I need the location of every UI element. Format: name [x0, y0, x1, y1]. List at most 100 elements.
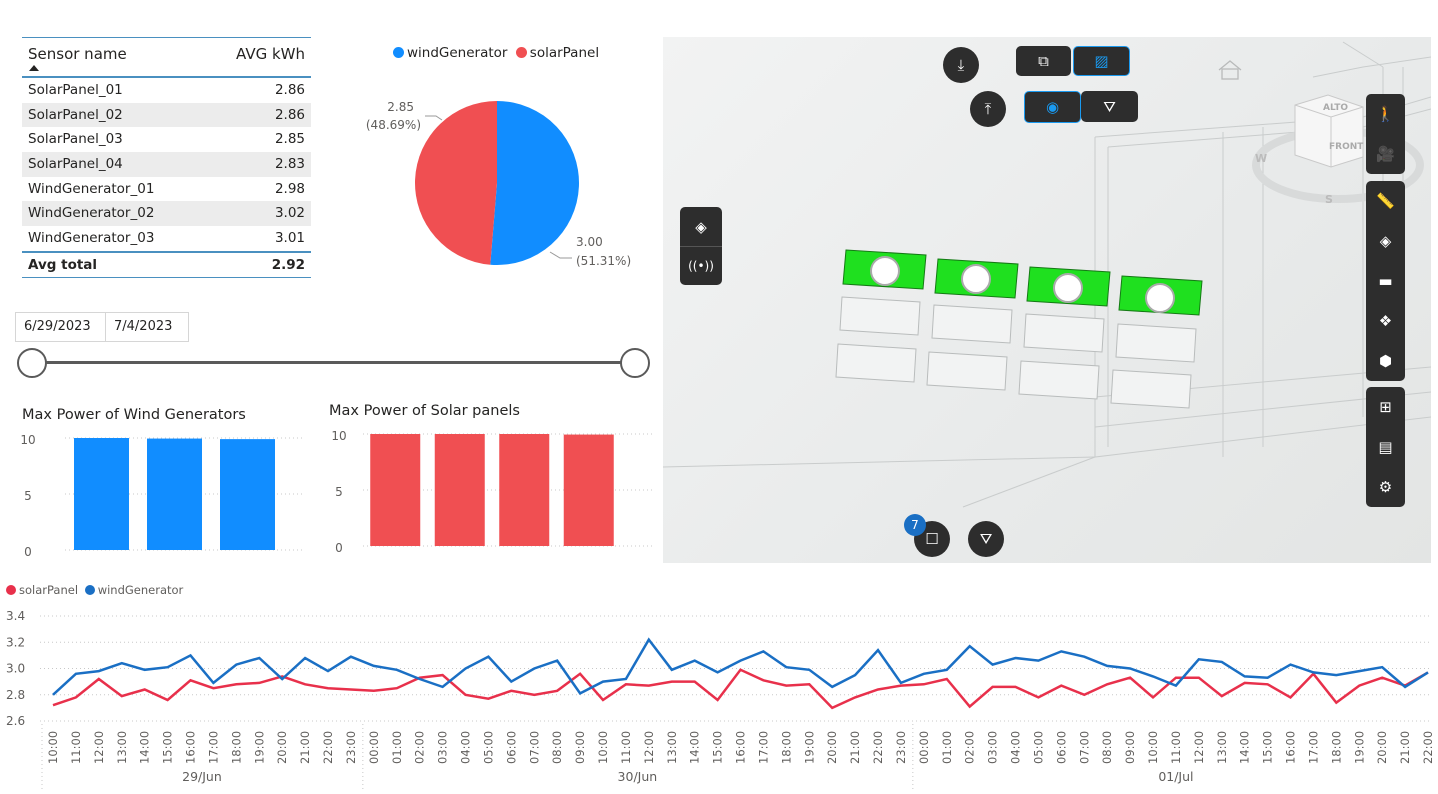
- properties-button[interactable]: ▤: [1366, 427, 1405, 467]
- legend-dot-wind-icon: [393, 47, 404, 58]
- layers-button[interactable]: ◈: [680, 208, 722, 247]
- line-x-tick: 16:00: [1284, 731, 1298, 764]
- line-x-tick: 08:00: [1100, 731, 1114, 764]
- sensor-name-cell: WindGenerator_02: [28, 205, 155, 222]
- solar-bar-3[interactable]: [499, 434, 550, 546]
- solar-bar-2[interactable]: [434, 434, 485, 546]
- solar-panel-1[interactable]: [842, 249, 927, 290]
- folder-button[interactable]: ▬: [1366, 261, 1405, 301]
- sort-ascending-icon[interactable]: [29, 65, 39, 71]
- svg-text:FRONT: FRONT: [1329, 142, 1364, 152]
- total-value: 2.92: [271, 256, 305, 273]
- line-x-tick: 07:00: [527, 731, 541, 764]
- series-line-wind-generator[interactable]: [52, 637, 1429, 696]
- legend-solar-dot-icon: [6, 585, 16, 595]
- camera-button[interactable]: 🎥: [1366, 134, 1405, 174]
- walk-mode-button[interactable]: 🚶: [1366, 94, 1405, 134]
- line-x-tick: 14:00: [1238, 731, 1252, 764]
- column-header-avg-kwh[interactable]: AVG kWh: [236, 45, 305, 63]
- line-x-tick: 04:00: [459, 731, 473, 764]
- molecule-icon: ❖: [1378, 312, 1393, 330]
- solar-bar-chart: 10 5 0: [331, 429, 653, 555]
- table-row[interactable]: WindGenerator_03 3.01: [22, 226, 311, 251]
- table-row[interactable]: SolarPanel_01 2.86: [22, 78, 311, 103]
- column-header-sensor-name[interactable]: Sensor name: [28, 45, 127, 63]
- svg-text:ALTO: ALTO: [1323, 103, 1348, 113]
- person-icon: 🚶: [1376, 105, 1395, 123]
- 3d-scene[interactable]: ALTO FRONT W S: [663, 37, 1431, 563]
- solar-panel-array[interactable]: [835, 249, 1203, 409]
- sensor-table: Sensor name AVG kWh SolarPanel_01 2.86 Sol…: [22, 37, 311, 278]
- line-x-tick: 01:00: [940, 731, 954, 764]
- pie-leader-solar: [425, 115, 443, 121]
- home-view-icon[interactable]: [1218, 60, 1242, 80]
- view-cube[interactable]: ALTO FRONT W S: [1252, 94, 1424, 206]
- end-date-input[interactable]: 7/4/2023: [105, 312, 189, 342]
- isolate-button[interactable]: ◉: [1024, 91, 1081, 123]
- date-slider-end-handle[interactable]: [620, 348, 650, 378]
- line-x-tick: 22:00: [871, 731, 885, 764]
- date-slider-track[interactable]: [32, 361, 634, 364]
- line-x-tick: 20:00: [825, 731, 839, 764]
- date-slider-start-handle[interactable]: [17, 348, 47, 378]
- line-x-tick: 11:00: [1169, 731, 1183, 764]
- sensors-button[interactable]: ((•)): [688, 247, 714, 285]
- hierarchy-button[interactable]: ⊞: [1366, 387, 1405, 427]
- svg-text:W: W: [1255, 152, 1267, 165]
- table-row[interactable]: SolarPanel_03 2.85: [22, 127, 311, 152]
- table-row[interactable]: SolarPanel_02 2.86: [22, 102, 311, 128]
- line-x-tick: 06:00: [504, 731, 518, 764]
- start-date-input[interactable]: 6/29/2023: [15, 312, 115, 342]
- table-row[interactable]: WindGenerator_02 3.02: [22, 201, 311, 227]
- collapse-down-button[interactable]: ⤓: [943, 47, 979, 83]
- wind-bar-2[interactable]: [147, 438, 202, 550]
- layers-panel-button[interactable]: ◈: [1366, 221, 1405, 261]
- sensor-name-cell: SolarPanel_03: [28, 131, 123, 148]
- sensor-name-cell: SolarPanel_02: [28, 106, 123, 123]
- filter-button[interactable]: ⛛: [1081, 91, 1138, 122]
- line-x-tick: 09:00: [573, 731, 587, 764]
- clear-filter-button[interactable]: ⛛: [968, 521, 1004, 557]
- line-x-tick: 10:00: [1146, 731, 1160, 764]
- table-total-row: Avg total 2.92: [22, 250, 311, 278]
- series-line-solar-panel[interactable]: [52, 668, 1429, 710]
- line-x-tick: 18:00: [1329, 731, 1343, 764]
- solar-panel-2[interactable]: [934, 258, 1019, 299]
- line-x-tick: 05:00: [1031, 731, 1045, 764]
- line-x-tick: 06:00: [1054, 731, 1068, 764]
- sensor-name-cell: WindGenerator_01: [28, 180, 155, 197]
- legend-solar-panel-line[interactable]: solarPanel: [6, 583, 78, 597]
- expand-up-button[interactable]: ⤒: [970, 91, 1006, 127]
- xray-button[interactable]: ▨: [1073, 46, 1130, 76]
- legend-solar-panel[interactable]: solarPanel: [515, 45, 599, 61]
- model-button[interactable]: ⬢: [1366, 341, 1405, 381]
- pie-slice-wind-generator[interactable]: [490, 101, 580, 265]
- line-x-tick: 10:00: [596, 731, 610, 764]
- pie-slice-solar-panel[interactable]: [415, 101, 497, 265]
- line-y-tick: 3.0: [6, 662, 25, 676]
- svg-text:S: S: [1325, 193, 1333, 206]
- line-x-tick: 14:00: [138, 731, 152, 764]
- expand-up-icon: ⤒: [984, 100, 992, 118]
- settings-button[interactable]: ⚙: [1366, 467, 1405, 507]
- total-label: Avg total: [28, 256, 98, 273]
- legend-wind-generator[interactable]: windGenerator: [393, 45, 507, 61]
- legend-wind-generator-line[interactable]: windGenerator: [84, 583, 183, 597]
- solar-panel-4[interactable]: [1118, 275, 1203, 316]
- pie-legend: windGenerator solarPanel: [393, 45, 599, 61]
- 3d-viewer[interactable]: ALTO FRONT W S: [663, 37, 1431, 563]
- line-y-tick: 2.8: [6, 688, 25, 702]
- line-x-tick: 00:00: [917, 731, 931, 764]
- line-x-tick: 17:00: [1306, 731, 1320, 764]
- folder-icon: ▬: [1378, 272, 1393, 290]
- solar-panel-3[interactable]: [1026, 266, 1111, 307]
- table-row[interactable]: SolarPanel_04 2.83: [22, 152, 311, 177]
- explode-button[interactable]: ❖: [1366, 301, 1405, 341]
- measure-button[interactable]: 📏: [1366, 181, 1405, 221]
- wind-bar-3[interactable]: [220, 439, 275, 550]
- section-box-button[interactable]: ⧉: [1016, 46, 1071, 76]
- wind-bar-1[interactable]: [74, 438, 129, 550]
- table-row[interactable]: WindGenerator_01 2.98: [22, 177, 311, 202]
- solar-bar-4[interactable]: [563, 434, 614, 546]
- solar-bar-1[interactable]: [370, 434, 421, 546]
